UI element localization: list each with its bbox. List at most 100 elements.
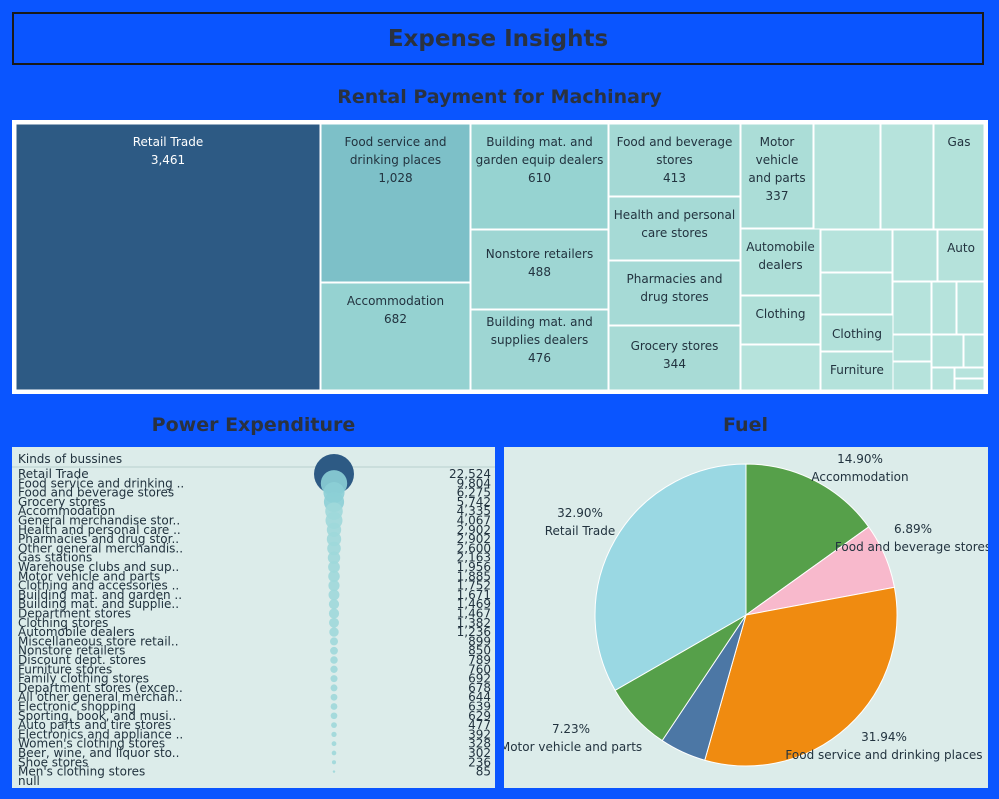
treemap-label: Building mat. and supplies dealers [486,315,592,347]
power-bubble [332,770,336,773]
power-section-title: Power Expenditure [151,414,356,436]
treemap-cell: Health and personal care stores [608,196,741,261]
power-category-label: General merchandise stor.. [18,514,180,528]
treemap-cell [963,334,985,368]
pie-percent-label: 7.23% [552,722,590,736]
treemap-label: Clothing [832,327,882,341]
power-value-label: 2,902 [457,532,491,546]
power-value-label: 1,467 [457,607,491,621]
treemap-label: Gas [948,135,971,149]
treemap-cell: Food service and drinking places 1,028 [320,123,471,283]
power-category-label: All other general merchan.. [18,690,182,704]
treemap-value: 344 [663,357,686,371]
treemap-label: Furniture [830,363,884,377]
treemap-cell: Nonstore retailers 488 [470,229,609,310]
treemap-cell: Furniture [820,351,894,391]
pie-percent-label: 32.90% [557,506,603,520]
treemap-label: Nonstore retailers [486,247,593,261]
power-value-label: 1,885 [457,569,491,583]
power-category-label: Grocery stores [18,495,106,509]
treemap-cell: Grocery stores 344 [608,325,741,391]
treemap-cell: Automobile dealers [740,228,821,296]
power-bubble [328,589,340,601]
power-category-label: Retail Trade [18,467,89,481]
power-category-label: Accommodation [18,504,115,518]
power-category-label: Food service and drinking .. [18,476,184,490]
pie-category-label: Food service and drinking places [785,748,982,762]
power-category-label: Men's clothing stores [18,765,145,779]
rental-section-title: Rental Payment for Machinary [337,86,662,108]
power-bubble [329,627,339,637]
power-column-header: Kinds of bussines [18,452,122,466]
treemap-value: 610 [528,171,551,185]
power-value-label: 639 [468,700,491,714]
power-bubble [331,722,337,729]
power-category-label: Health and personal care .. [18,523,181,537]
treemap-value: 488 [528,265,551,279]
power-category-label: Women's clothing stores [18,737,165,751]
pie-percent-label: 14.90% [837,452,883,466]
power-bubble [328,599,340,610]
fuel-section-title: Fuel [723,414,768,436]
power-category-label: Building mat. and supplie.. [18,597,179,611]
treemap-panel: Retail Trade 3,461 Food service and drinkin… [12,120,988,394]
power-category-label: Furniture stores [18,662,112,676]
power-bubble [331,750,337,756]
pie-category-label: Retail Trade [545,524,616,538]
power-value-label: 1,382 [457,616,491,630]
treemap-cell: Motor vehicle and parts 337 [740,123,814,229]
treemap-value: 682 [384,312,407,326]
power-bubble [327,551,341,564]
power-category-label: Discount dept. stores [18,653,146,667]
power-value-label: 4,335 [457,504,491,518]
treemap-cell [931,281,957,335]
power-bubble [331,731,337,738]
treemap-cell [931,334,964,368]
power-category-label: Electronic shopping [18,700,136,714]
treemap-label: Clothing [756,307,806,321]
power-category-label: Auto parts and tire stores [18,718,171,732]
power-bubble [328,561,340,573]
power-value-label: 5,742 [457,495,491,509]
pie-slice [704,586,898,767]
power-bubble [330,646,338,655]
treemap-label: Retail Trade [133,135,204,149]
power-bubble [330,684,338,692]
power-category-label: Nonstore retailers [18,644,125,658]
power-bubble [330,693,338,701]
power-value-label: 236 [468,755,491,769]
treemap-cell: Auto [937,229,985,282]
power-bubble [330,656,338,664]
power-category-label: Pharmacies and drug stor.. [18,532,179,546]
power-value-label: 760 [468,662,491,676]
treemap-cell: Gas [933,123,985,230]
treemap-cell [931,367,955,391]
treemap-label: Automobile dealers [746,240,815,272]
power-category-label: Sporting, book, and musi.. [18,709,176,723]
dashboard-title: Expense Insights [12,12,984,65]
treemap-label: Accommodation [347,294,444,308]
treemap-cell: Building mat. and garden equip dealers 610 [470,123,609,230]
power-category-label: Electronics and appliance .. [18,727,183,741]
treemap-cell [892,229,938,282]
power-value-label: 1,469 [457,597,491,611]
treemap-label: Grocery stores [631,339,719,353]
power-category-label: null [18,774,40,788]
power-value-label: 692 [468,672,491,686]
power-category-label: Miscellaneous store retail.. [18,634,179,648]
treemap-cell [956,281,985,335]
treemap-cell [740,344,821,391]
power-bubble [331,741,337,747]
power-value-label: 899 [468,634,491,648]
treemap-label: Pharmacies and drug stores [627,272,723,304]
power-bubble [330,712,338,720]
treemap-cell [820,229,893,273]
power-value-label: 6,275 [457,486,491,500]
power-value-label: 2,902 [457,523,491,537]
power-value-label: 644 [468,690,491,704]
treemap-cell [892,334,932,362]
power-category-label: Clothing stores [18,616,108,630]
treemap-label: Auto [947,241,975,255]
power-value-label: 678 [468,681,491,695]
